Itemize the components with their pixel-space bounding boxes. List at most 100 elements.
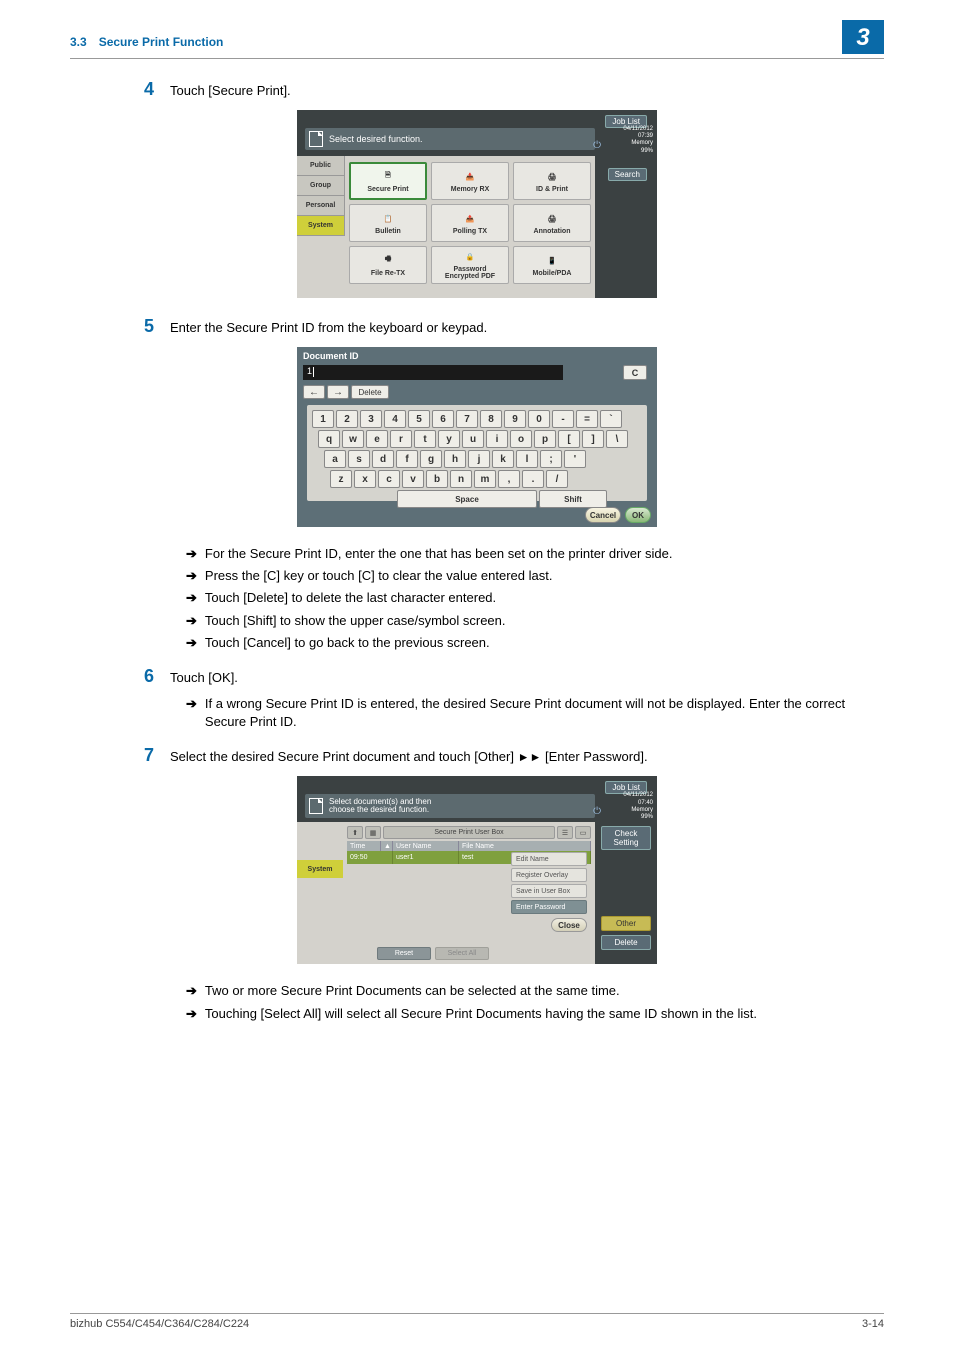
col-user[interactable]: User Name [393,841,459,851]
key-p[interactable]: p [534,430,556,448]
delete-button[interactable]: Delete [601,935,651,950]
key-v[interactable]: v [402,470,424,488]
menu-register-overlay[interactable]: Register Overlay [511,868,587,882]
key-m[interactable]: m [474,470,496,488]
key-o[interactable]: o [510,430,532,448]
menu-edit-name[interactable]: Edit Name [511,852,587,866]
search-button[interactable]: Search [608,168,647,181]
status-meta: 04/11/2012 07:39 Memory 99% [623,126,653,155]
col-time[interactable]: Time [347,841,381,851]
key-4[interactable]: 4 [384,410,406,428]
key-\[interactable]: \ [606,430,628,448]
key-s[interactable]: s [348,450,370,468]
col-file[interactable]: File Name [459,841,591,851]
key-=[interactable]: = [576,410,598,428]
key-9[interactable]: 9 [504,410,526,428]
key-7[interactable]: 7 [456,410,478,428]
key-,[interactable]: , [498,470,520,488]
arrow-right-key[interactable]: → [327,385,349,399]
inbox-icon: 📥 [462,170,478,184]
step6-sub-a: If a wrong Secure Print ID is entered, t… [205,695,884,731]
document-id-input[interactable]: 1 [303,365,563,380]
key-b[interactable]: b [426,470,448,488]
arrow-icon: ➔ [186,589,197,607]
shift-key[interactable]: Shift [539,490,607,508]
key-1[interactable]: 1 [312,410,334,428]
key-;[interactable]: ; [540,450,562,468]
key-q[interactable]: q [318,430,340,448]
thumb-icon[interactable]: ▭ [575,826,591,839]
key-/[interactable]: / [546,470,568,488]
cell-file-retx[interactable]: 🖷File Re-TX [349,246,427,284]
key-8[interactable]: 8 [480,410,502,428]
key-.[interactable]: . [522,470,544,488]
cell-secure-print[interactable]: 🗎Secure Print [349,162,427,200]
key-5[interactable]: 5 [408,410,430,428]
key-c[interactable]: c [378,470,400,488]
cancel-button[interactable]: Cancel [585,507,621,523]
cell-id-print[interactable]: 🖨ID & Print [513,162,591,200]
arrow-icon: ➔ [186,1005,197,1023]
screenshot-keyboard: Document ID 1 C ← → Delete 1234567890-=`… [297,347,657,527]
key-r[interactable]: r [390,430,412,448]
key-2[interactable]: 2 [336,410,358,428]
cell-memory-rx[interactable]: 📥Memory RX [431,162,509,200]
key-w[interactable]: w [342,430,364,448]
key-n[interactable]: n [450,470,472,488]
arrow-left-key[interactable]: ← [303,385,325,399]
list-icon[interactable]: ☰ [557,826,573,839]
key-i[interactable]: i [486,430,508,448]
key-k[interactable]: k [492,450,514,468]
key-3[interactable]: 3 [360,410,382,428]
tab-system[interactable]: System [297,216,345,236]
key-g[interactable]: g [420,450,442,468]
cell-bulletin[interactable]: 📋Bulletin [349,204,427,242]
key-x[interactable]: x [354,470,376,488]
delete-key[interactable]: Delete [351,385,389,399]
key-a[interactable]: a [324,450,346,468]
key-l[interactable]: l [516,450,538,468]
arrow-icon: ➔ [186,982,197,1000]
check-setting-button[interactable]: Check Setting [601,826,651,850]
tab-group[interactable]: Group [297,176,345,196]
cell-mobile-pda[interactable]: 📱Mobile/PDA [513,246,591,284]
col-sort-icon[interactable]: ▲ [381,841,393,851]
select-all-button[interactable]: Select All [435,947,489,960]
space-key[interactable]: Space [397,490,537,508]
key-y[interactable]: y [438,430,460,448]
key-u[interactable]: u [462,430,484,448]
status-meta: 04/11/2012 07:40 Memory 99% [623,792,653,821]
key-[[interactable]: [ [558,430,580,448]
key-][interactable]: ] [582,430,604,448]
key-j[interactable]: j [468,450,490,468]
cell-annotation[interactable]: 🖨Annotation [513,204,591,242]
close-button[interactable]: Close [551,918,587,932]
key-'[interactable]: ' [564,450,586,468]
key-h[interactable]: h [444,450,466,468]
tab-public[interactable]: Public [297,156,345,176]
other-button[interactable]: Other [601,916,651,931]
section-title: Secure Print Function [99,35,842,49]
ok-button[interactable]: OK [625,507,651,523]
menu-save-box[interactable]: Save in User Box [511,884,587,898]
power-icon: ⏻ [593,140,601,151]
cell-encrypted-pdf[interactable]: 🔒Password Encrypted PDF [431,246,509,284]
key-0[interactable]: 0 [528,410,550,428]
tab-personal[interactable]: Personal [297,196,345,216]
menu-enter-password[interactable]: Enter Password [511,900,587,914]
key-e[interactable]: e [366,430,388,448]
up-icon[interactable]: ⬆ [347,826,363,839]
step5-sub-c: Touch [Delete] to delete the last charac… [205,589,496,607]
key-`[interactable]: ` [600,410,622,428]
key-z[interactable]: z [330,470,352,488]
grid-icon[interactable]: ▦ [365,826,381,839]
key-t[interactable]: t [414,430,436,448]
key-f[interactable]: f [396,450,418,468]
reset-button[interactable]: Reset [377,947,431,960]
tab-system[interactable]: System [297,860,343,878]
key--[interactable]: - [552,410,574,428]
key-6[interactable]: 6 [432,410,454,428]
key-d[interactable]: d [372,450,394,468]
cell-polling-tx[interactable]: 📤Polling TX [431,204,509,242]
clear-button[interactable]: C [623,365,647,380]
